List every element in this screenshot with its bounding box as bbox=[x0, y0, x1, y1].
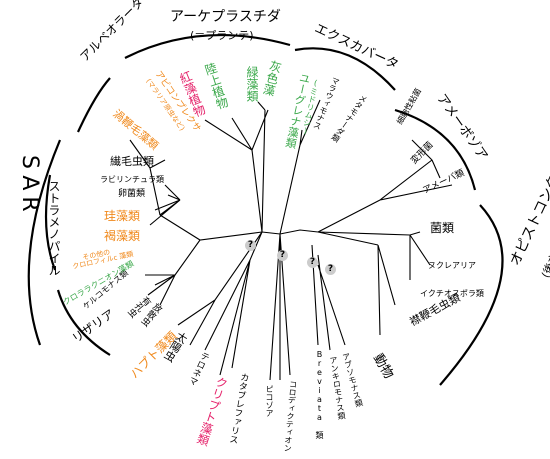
sar-branch bbox=[129, 139, 263, 306]
rhizaria-arc bbox=[56, 289, 111, 356]
opisthokonta-branch bbox=[317, 231, 431, 336]
taxon-fungi: 菌類 bbox=[430, 221, 455, 235]
archaeplastida-branch bbox=[204, 101, 269, 233]
archaeplastida-arc bbox=[124, 34, 291, 59]
group-archaeplastida-sub: (＝プランテ) bbox=[190, 29, 254, 42]
stramenopiles-arc bbox=[44, 174, 57, 271]
opisthokonta-arc bbox=[439, 204, 504, 386]
unknown-marker: ? bbox=[325, 264, 336, 275]
taxon-breviata: Breviata 類 bbox=[315, 350, 324, 439]
group-sar: SAR bbox=[17, 155, 42, 218]
unknown-marker: ? bbox=[277, 250, 288, 261]
group-stramenopiles: ストラメノパイル bbox=[47, 180, 61, 276]
crypt-branch bbox=[204, 231, 263, 376]
taxon-diatoms: 珪藻類 bbox=[104, 209, 141, 223]
taxon-ichthyosporea: イクチオスポラ類 bbox=[420, 289, 484, 298]
amoebozoa-arc bbox=[394, 108, 477, 191]
taxon-nucleariids: ヌクレアリア bbox=[428, 261, 476, 270]
taxon-brown-algae: 褐藻類 bbox=[104, 229, 141, 243]
hapto-branch bbox=[177, 231, 263, 346]
unknown-marker: ? bbox=[245, 240, 256, 251]
sar-arc bbox=[27, 139, 62, 346]
core-branch bbox=[261, 229, 319, 235]
group-archaeplastida: アーケプラスチダ bbox=[170, 9, 281, 25]
taxon-labyrinthulids: ラビリンチュラ類 bbox=[100, 175, 164, 184]
taxon-green-algae: 緑藻類 bbox=[245, 66, 259, 102]
taxon-ciliates: 繊毛虫類 bbox=[110, 155, 154, 168]
excavata-arc bbox=[294, 47, 396, 91]
excavata-branch bbox=[279, 99, 321, 235]
alveolata-arc bbox=[77, 77, 111, 133]
taxon-oomycetes: 卵菌類 bbox=[118, 189, 146, 199]
unknown-marker: ? bbox=[307, 257, 318, 268]
taxon-picozoa: ピコゾア bbox=[265, 385, 274, 417]
amoebozoa-branch bbox=[317, 139, 453, 233]
